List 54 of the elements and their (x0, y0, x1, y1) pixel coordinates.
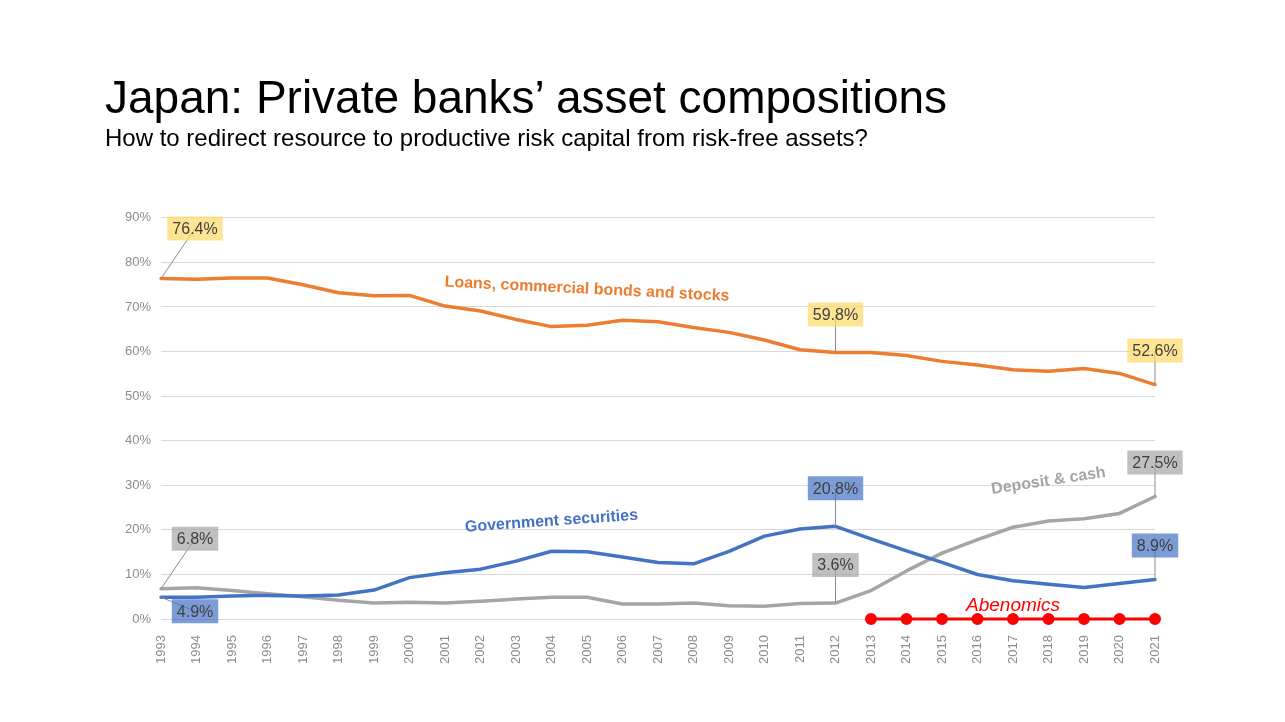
x-tick-label: 2018 (1040, 635, 1056, 664)
series-label: Abenomics (965, 593, 1061, 615)
y-tick-label: 20% (124, 521, 152, 537)
x-tick-label: 2010 (756, 635, 772, 664)
y-tick-label: 50% (124, 387, 152, 403)
series-label: Loans, commercial bonds and stocks (444, 272, 730, 304)
x-tick-label: 2016 (969, 635, 985, 664)
x-tick-label: 2017 (1004, 635, 1020, 664)
y-tick-label: 80% (124, 253, 152, 269)
data-label: 20.8% (812, 479, 859, 497)
y-tick-label: 90% (124, 209, 152, 225)
x-tick-label: 2005 (578, 635, 594, 664)
data-label: 76.4% (172, 219, 218, 237)
data-label: 8.9% (1136, 536, 1174, 554)
x-tick-label: 2012 (827, 635, 843, 664)
data-label: 4.9% (176, 602, 214, 620)
x-tick-label: 2011 (791, 635, 807, 664)
x-tick-label: 2000 (401, 635, 417, 664)
x-tick-label: 2013 (862, 635, 878, 664)
data-label: 52.6% (1132, 341, 1178, 359)
x-tick-label: 2001 (436, 635, 452, 664)
y-tick-label: 30% (124, 476, 152, 492)
x-tick-label: 2021 (1146, 635, 1162, 664)
x-tick-label: 2019 (1075, 635, 1091, 664)
data-label: 6.8% (176, 530, 214, 548)
y-tick-label: 60% (124, 343, 152, 359)
x-tick-label: 1998 (330, 635, 346, 664)
data-label: 3.6% (817, 556, 854, 574)
chart-title: Japan: Private banks’ asset compositions (105, 71, 948, 123)
x-tick-label: 1996 (259, 635, 275, 664)
x-tick-label: 1999 (365, 635, 381, 664)
x-tick-label: 2015 (933, 635, 949, 664)
x-tick-label: 2002 (472, 635, 488, 664)
x-tick-label: 2014 (898, 635, 914, 664)
x-tick-label: 1994 (188, 635, 204, 664)
y-tick-label: 40% (124, 432, 152, 448)
text: Deposit & cash (989, 462, 1107, 497)
data-label: 27.5% (1132, 453, 1178, 471)
x-tick-label: 1993 (152, 635, 168, 664)
x-tick-label: 2006 (614, 635, 630, 664)
x-tick-label: 2003 (507, 635, 523, 664)
x-tick-label: 2007 (649, 635, 665, 664)
x-tick-label: 1995 (223, 635, 239, 664)
x-tick-label: 2009 (720, 635, 736, 664)
chart-subtitle: How to redirect resource to productive risk capital from risk-free assets? (105, 124, 868, 152)
x-tick-label: 2004 (543, 635, 559, 664)
y-tick-label: 10% (124, 566, 152, 582)
y-tick-label: 70% (124, 298, 152, 314)
x-tick-label: 2008 (685, 635, 701, 664)
x-tick-label: 1997 (294, 635, 310, 664)
y-tick-label: 0% (132, 610, 152, 626)
x-tick-label: 2020 (1111, 635, 1127, 664)
series-label: Government securities (464, 505, 639, 535)
data-label: 59.8% (812, 305, 859, 323)
